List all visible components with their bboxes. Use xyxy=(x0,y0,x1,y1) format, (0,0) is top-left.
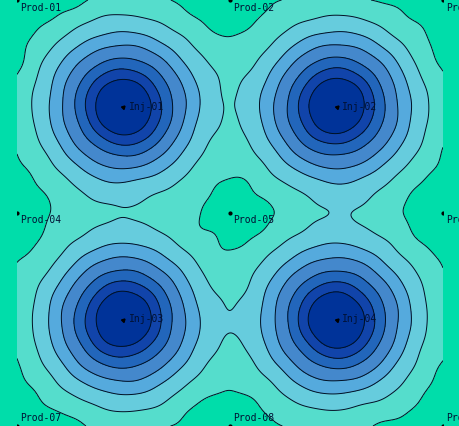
Text: Prod-07: Prod-07 xyxy=(20,413,62,423)
Text: Inj-01: Inj-01 xyxy=(129,101,164,112)
Text: Prod-08: Prod-08 xyxy=(233,413,274,423)
Text: Prod-01: Prod-01 xyxy=(20,3,62,13)
Text: Inj-04: Inj-04 xyxy=(341,314,376,325)
Text: Prod-09: Prod-09 xyxy=(445,413,459,423)
Text: Prod-04: Prod-04 xyxy=(20,215,62,225)
Text: Prod-02: Prod-02 xyxy=(233,3,274,13)
Text: Inj-03: Inj-03 xyxy=(129,314,164,325)
Text: Inj-02: Inj-02 xyxy=(341,101,376,112)
Text: Prod-03: Prod-03 xyxy=(445,3,459,13)
Text: Prod-06: Prod-06 xyxy=(445,215,459,225)
Text: Prod-05: Prod-05 xyxy=(233,215,274,225)
